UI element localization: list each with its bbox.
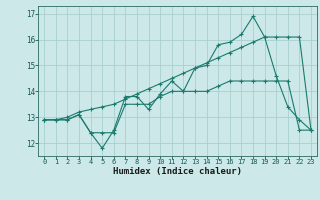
X-axis label: Humidex (Indice chaleur): Humidex (Indice chaleur) [113,167,242,176]
